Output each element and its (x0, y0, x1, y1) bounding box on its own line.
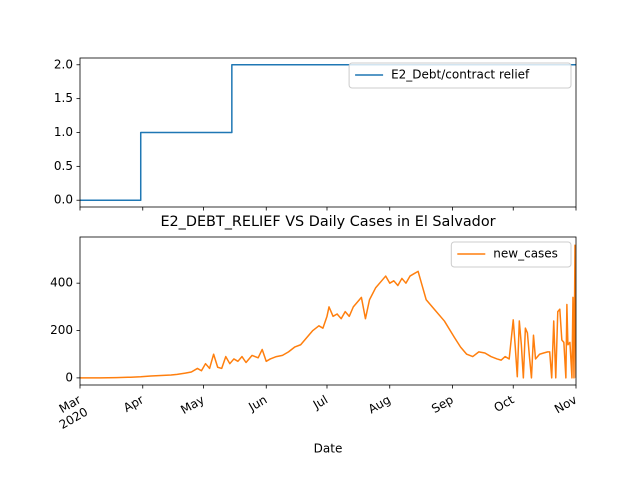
legend-label: new_cases (493, 247, 558, 261)
chart-title: E2_DEBT_RELIEF VS Daily Cases in El Salv… (160, 214, 495, 230)
line-series (80, 64, 576, 201)
y-tick-label: 200 (50, 323, 73, 337)
legend-box (450, 241, 572, 268)
y-tick-label: 0.0 (54, 193, 73, 207)
y-tick-label: 1.5 (54, 91, 73, 105)
line-series (80, 244, 576, 379)
axes-frame (79, 236, 577, 386)
axes-frame (79, 57, 577, 208)
y-tick-label: 1.0 (54, 125, 73, 139)
x-axis-label: Date (314, 442, 343, 456)
y-tick-label: 0 (65, 370, 73, 384)
x-tick-label-group: Jul (310, 393, 330, 413)
legend-box (348, 62, 572, 89)
legend-label: E2_Debt/contract relief (391, 68, 530, 82)
y-tick-label: 400 (50, 276, 73, 290)
y-tick-label: 2.0 (54, 57, 73, 71)
x-tick-label: Jul (310, 393, 330, 413)
y-tick-label: 0.5 (54, 159, 73, 173)
